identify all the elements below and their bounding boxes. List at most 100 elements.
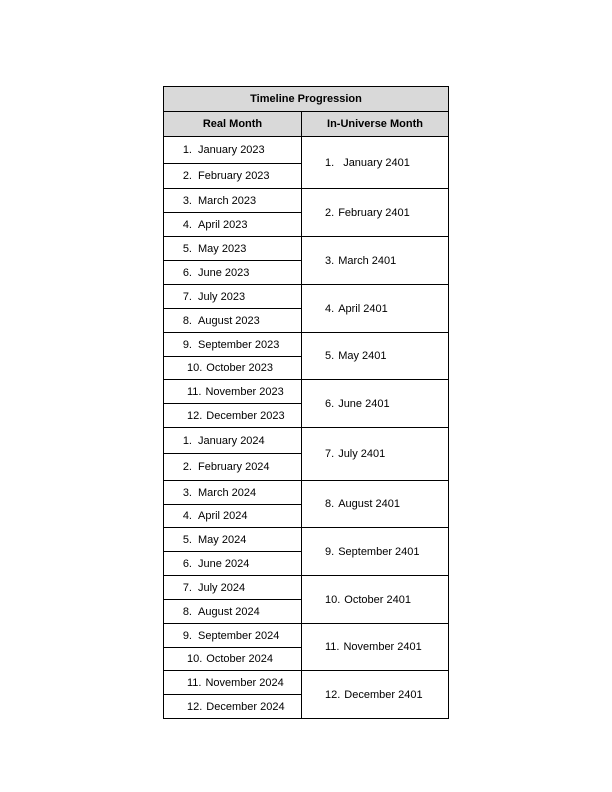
list-number: 1. xyxy=(182,434,192,447)
timeline-table: Timeline Progression Real Month In-Unive… xyxy=(163,86,449,719)
in-universe-month-label: December 2401 xyxy=(344,688,423,701)
in-universe-month-cell: 9. September 2401 xyxy=(301,527,449,576)
list-number: 2. xyxy=(182,461,192,473)
real-month-cell: 9. September 2023 xyxy=(163,332,302,357)
table-row: 6. June 2024 xyxy=(163,551,449,576)
real-month-cell: 3. March 2023 xyxy=(163,188,302,213)
list-number: 8. xyxy=(182,605,192,618)
table-row: 9. September 2024 11. November 2401 xyxy=(163,623,449,671)
in-universe-month-label: October 2401 xyxy=(344,593,411,606)
in-universe-month-cell: 10. October 2401 xyxy=(301,575,449,624)
table-row: 5. May 2023 3. March 2401 xyxy=(163,236,449,285)
in-universe-month-cell: 6. June 2401 xyxy=(301,379,449,428)
in-universe-month-cell: 8. August 2401 xyxy=(301,480,449,528)
list-number: 4. xyxy=(325,302,335,315)
table-row: 3. March 2024 8. August 2401 xyxy=(163,480,449,528)
real-month-label: August 2024 xyxy=(198,605,260,618)
real-month-label: February 2024 xyxy=(198,461,270,473)
table-row: 7. July 2023 4. April 2401 xyxy=(163,284,449,333)
real-month-label: September 2023 xyxy=(198,338,280,351)
list-number: 6. xyxy=(182,557,192,570)
real-month-cell: 7. July 2023 xyxy=(163,284,302,309)
real-month-cell: 2. February 2024 xyxy=(163,453,302,481)
table-row: 2. February 2023 xyxy=(163,163,449,189)
list-number: 8. xyxy=(325,498,335,510)
table-row: 10. October 2024 xyxy=(163,647,449,671)
in-universe-month-label: August 2401 xyxy=(338,498,400,510)
list-number: 10. xyxy=(187,653,203,665)
table-row: 8. August 2023 xyxy=(163,308,449,333)
real-month-cell: 2. February 2023 xyxy=(163,163,302,189)
real-month-label: May 2024 xyxy=(198,533,247,546)
list-number: 12. xyxy=(325,688,341,701)
real-month-cell: 8. August 2024 xyxy=(163,599,302,624)
table-row: 7. July 2024 10. October 2401 xyxy=(163,575,449,624)
real-month-label: October 2024 xyxy=(206,653,273,665)
real-month-label: September 2024 xyxy=(198,629,280,642)
real-month-label: October 2023 xyxy=(206,362,273,374)
table-row: 3. March 2023 2. February 2401 xyxy=(163,188,449,237)
in-universe-month-cell: 11. November 2401 xyxy=(301,623,449,671)
list-number: 12. xyxy=(187,700,203,713)
real-month-label: November 2024 xyxy=(205,676,284,689)
real-month-label: August 2023 xyxy=(198,314,260,327)
table-row: 9. September 2023 5. May 2401 xyxy=(163,332,449,380)
real-month-label: April 2024 xyxy=(198,510,248,522)
table-row: 5. May 2024 9. September 2401 xyxy=(163,527,449,576)
list-number: 11. xyxy=(325,641,340,653)
list-number: 5. xyxy=(182,533,192,546)
list-number: 1. xyxy=(182,144,192,156)
in-universe-month-label: May 2401 xyxy=(338,350,387,362)
real-month-cell: 8. August 2023 xyxy=(163,308,302,333)
list-number: 7. xyxy=(182,290,192,303)
real-month-cell: 5. May 2023 xyxy=(163,236,302,261)
real-month-cell: 10. October 2024 xyxy=(163,647,302,671)
table-row: 11. November 2023 6. June 2401 xyxy=(163,379,449,428)
header-in-universe-month: In-Universe Month xyxy=(301,111,449,137)
in-universe-month-label: June 2401 xyxy=(338,397,390,410)
table-row: 4. April 2023 xyxy=(163,212,449,237)
list-number: 10. xyxy=(187,362,203,374)
in-universe-month-label: November 2401 xyxy=(343,641,422,653)
real-month-cell: 1. January 2023 xyxy=(163,136,302,164)
list-number: 3. xyxy=(182,486,192,499)
real-month-label: December 2024 xyxy=(206,700,285,713)
table-row: 12. December 2023 xyxy=(163,403,449,428)
in-universe-month-label: April 2401 xyxy=(338,302,388,315)
in-universe-month-label: September 2401 xyxy=(338,545,420,558)
real-month-cell: 10. October 2023 xyxy=(163,356,302,380)
list-number: 5. xyxy=(182,242,192,255)
list-number: 8. xyxy=(182,314,192,327)
in-universe-month-label: July 2401 xyxy=(338,448,386,460)
real-month-cell: 1. January 2024 xyxy=(163,427,302,454)
list-number: 1. xyxy=(325,156,335,169)
real-month-label: November 2023 xyxy=(205,385,284,398)
list-number: 6. xyxy=(325,397,335,410)
header-real-month: Real Month xyxy=(163,111,302,137)
real-month-label: January 2023 xyxy=(198,144,265,156)
real-month-label: December 2023 xyxy=(206,409,285,422)
list-number: 4. xyxy=(182,218,192,231)
in-universe-month-cell: 7. July 2401 xyxy=(301,427,449,481)
list-number: 11. xyxy=(187,385,202,398)
real-month-label: June 2024 xyxy=(198,557,250,570)
list-number: 12. xyxy=(187,409,203,422)
in-universe-month-cell: 1. January 2401 xyxy=(301,136,449,189)
real-month-label: March 2023 xyxy=(198,194,257,207)
list-number: 9. xyxy=(182,338,192,351)
list-number: 10. xyxy=(325,593,341,606)
real-month-label: January 2024 xyxy=(198,434,265,447)
list-number: 9. xyxy=(325,545,335,558)
table-row: 1. January 2023 1. January 2401 xyxy=(163,136,449,189)
real-month-cell: 12. December 2023 xyxy=(163,403,302,428)
real-month-label: March 2024 xyxy=(198,486,257,499)
real-month-cell: 5. May 2024 xyxy=(163,527,302,552)
in-universe-month-cell: 12. December 2401 xyxy=(301,670,449,719)
real-month-cell: 11. November 2023 xyxy=(163,379,302,404)
real-month-cell: 4. April 2024 xyxy=(163,504,302,528)
list-number: 7. xyxy=(325,448,335,460)
table-row: 1. January 2024 7. July 2401 xyxy=(163,427,449,481)
real-month-cell: 7. July 2024 xyxy=(163,575,302,600)
in-universe-month-cell: 5. May 2401 xyxy=(301,332,449,380)
list-number: 9. xyxy=(182,629,192,642)
